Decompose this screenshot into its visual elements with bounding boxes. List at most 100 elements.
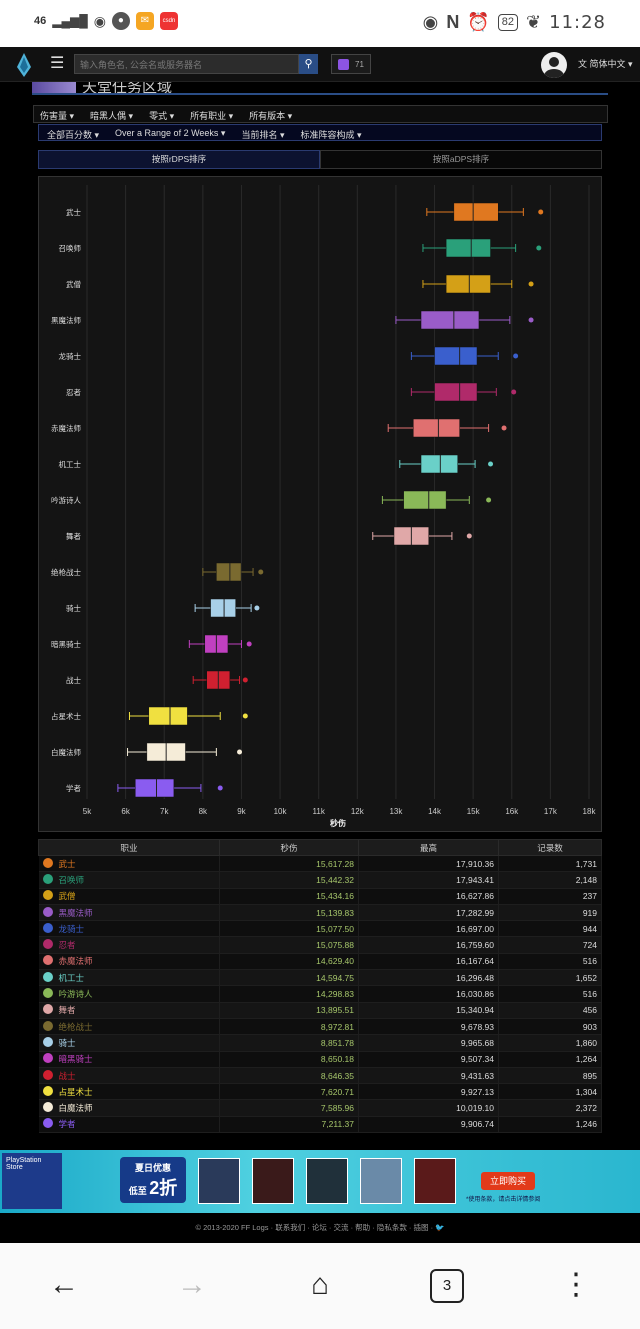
outlier-point <box>511 389 517 395</box>
tabs-button[interactable]: 3 <box>430 1269 464 1303</box>
outlier-point <box>536 245 542 251</box>
box <box>148 706 188 726</box>
table-row[interactable]: 武士 15,617.28 17,910.36 1,731 <box>38 855 602 873</box>
job-name: 白魔法师 <box>58 1103 93 1114</box>
cell-job[interactable]: 武僧 <box>38 888 220 905</box>
table-row[interactable]: 龙骑士 15,077.50 16,697.00 944 <box>38 920 602 938</box>
job-icon <box>42 1004 53 1015</box>
language-selector[interactable]: 文 简体中文 ▾ <box>578 59 633 69</box>
cell-job[interactable]: 吟游诗人 <box>38 985 220 1003</box>
outlier-point <box>513 353 519 359</box>
x-tick-label: 17k <box>544 807 558 816</box>
back-arrow-icon[interactable]: ← <box>49 1268 79 1301</box>
zone-divider <box>32 93 608 95</box>
table-row[interactable]: 白魔法师 7,585.96 10,019.10 2,372 <box>38 1099 602 1117</box>
cell-max: 16,697.00 <box>358 920 499 938</box>
cell-job[interactable]: 龙骑士 <box>38 920 220 938</box>
twitch-button[interactable]: 71 <box>331 54 371 74</box>
cell-job[interactable]: 骑士 <box>38 1034 220 1052</box>
table-row[interactable]: 舞者 13,895.51 15,340.94 456 <box>38 1002 602 1019</box>
tab-adps[interactable]: 按照aDPS排序 <box>320 150 602 169</box>
filter-timeframe[interactable]: Over a Range of 2 Weeks ▾ <box>115 128 226 138</box>
cell-job[interactable]: 暗黑骑士 <box>38 1051 220 1068</box>
cell-job[interactable]: 战士 <box>38 1067 220 1085</box>
cell-job[interactable]: 白魔法师 <box>38 1099 220 1117</box>
cell-count: 2,148 <box>498 871 602 889</box>
cell-rdps: 15,434.16 <box>219 888 359 905</box>
more-menu-icon[interactable]: ⋮ <box>561 1268 591 1301</box>
ad-promo-big: 2折 <box>149 1178 178 1198</box>
tab-rdps[interactable]: 按照rDPS排序 <box>38 150 320 169</box>
job-icon <box>42 1102 53 1113</box>
box <box>210 598 236 618</box>
filter-comp[interactable]: 标准阵容构成 ▾ <box>300 130 362 140</box>
filter-difficulty[interactable]: 零式 ▾ <box>149 111 175 121</box>
cell-job[interactable]: 学者 <box>38 1116 220 1134</box>
table-row[interactable]: 忍者 15,075.88 16,759.60 724 <box>38 936 602 954</box>
table-row[interactable]: 武僧 15,434.16 16,627.86 237 <box>38 888 602 905</box>
col-header-rdps[interactable]: 秒伤 <box>219 839 359 856</box>
alarm-icon: ⏰ <box>467 12 490 32</box>
box <box>445 238 491 258</box>
cell-job[interactable]: 绝枪战士 <box>38 1018 220 1036</box>
cell-max: 16,627.86 <box>358 888 499 905</box>
ad-game-cover <box>360 1158 402 1204</box>
cell-count: 903 <box>498 1018 602 1036</box>
col-header-job[interactable]: 职业 <box>38 839 220 856</box>
table-row[interactable]: 骑士 8,851.78 9,965.68 1,860 <box>38 1034 602 1052</box>
ad-banner[interactable]: PlayStation Store 夏日优惠 低至 2折 立即购买 *使用条款，… <box>0 1150 640 1213</box>
box <box>420 454 458 474</box>
filter-percentile[interactable]: 全部百分数 ▾ <box>47 130 100 140</box>
col-header-count[interactable]: 记录数 <box>498 839 602 856</box>
footer-text[interactable]: © 2013-2020 FF Logs · 联系我们 · 论坛 · 交流 · 帮… <box>195 1223 436 1232</box>
category-label: 黑魔法师 <box>51 315 81 325</box>
table-row[interactable]: 暗黑骑士 8,650.18 9,507.34 1,264 <box>38 1051 602 1068</box>
table-row[interactable]: 占星术士 7,620.71 9,927.13 1,304 <box>38 1083 602 1101</box>
filter-boss[interactable]: 暗黑人偶 ▾ <box>90 111 134 121</box>
top-navbar: ☰ 输入角色名, 公会名或服务器名 ⚲ 71 文 简体中文 ▾ <box>0 47 640 82</box>
search-button[interactable]: ⚲ <box>299 54 318 74</box>
cell-count: 1,731 <box>498 855 602 873</box>
col-header-max[interactable]: 最高 <box>358 839 499 856</box>
cell-job[interactable]: 赤魔法师 <box>38 953 220 971</box>
cell-job[interactable]: 忍者 <box>38 936 220 954</box>
job-name: 舞者 <box>58 1005 76 1016</box>
ad-buy-button[interactable]: 立即购买 <box>481 1172 535 1190</box>
avatar[interactable] <box>541 52 567 78</box>
filter-version[interactable]: 所有版本 ▾ <box>249 111 293 121</box>
table-row[interactable]: 机工士 14,594.75 16,296.48 1,652 <box>38 969 602 987</box>
footer-links: © 2013-2020 FF Logs · 联系我们 · 论坛 · 交流 · 帮… <box>0 1213 640 1243</box>
cell-job[interactable]: 机工士 <box>38 969 220 987</box>
table-row[interactable]: 战士 8,646.35 9,431.63 895 <box>38 1067 602 1085</box>
job-name: 骑士 <box>58 1037 76 1048</box>
table-row[interactable]: 黑魔法师 15,139.83 17,282.99 919 <box>38 904 602 922</box>
cell-job[interactable]: 占星术士 <box>38 1083 220 1101</box>
x-tick-label: 14k <box>428 807 442 816</box>
cell-job[interactable]: 武士 <box>38 855 220 873</box>
job-icon <box>42 857 53 868</box>
table-row[interactable]: 绝枪战士 8,972.81 9,678.93 903 <box>38 1018 602 1036</box>
table-row[interactable]: 吟游诗人 14,298.83 16,030.86 516 <box>38 985 602 1003</box>
table-row[interactable]: 赤魔法师 14,629.40 16,167.64 516 <box>38 953 602 971</box>
cell-rdps: 8,972.81 <box>219 1018 359 1036</box>
cell-count: 895 <box>498 1067 602 1085</box>
cell-job[interactable]: 黑魔法师 <box>38 904 220 922</box>
filter-ranking[interactable]: 当前排名 ▾ <box>241 130 285 140</box>
fflogs-logo-icon[interactable] <box>16 53 32 77</box>
cell-job[interactable]: 召唤师 <box>38 871 220 889</box>
search-input[interactable]: 输入角色名, 公会名或服务器名 <box>74 54 299 74</box>
ad-game-cover <box>414 1158 456 1204</box>
cell-count: 1,304 <box>498 1083 602 1101</box>
twitter-icon[interactable]: 🐦 <box>435 1223 445 1232</box>
x-tick-label: 18k <box>583 807 597 816</box>
cell-max: 16,167.64 <box>358 953 499 971</box>
table-row[interactable]: 学者 7,211.37 9,906.74 1,246 <box>38 1116 602 1134</box>
filter-class[interactable]: 所有职业 ▾ <box>190 111 234 121</box>
cell-job[interactable]: 舞者 <box>38 1002 220 1019</box>
forward-arrow-icon[interactable]: → <box>177 1268 207 1301</box>
filter-metric[interactable]: 伤害量 ▾ <box>40 111 75 121</box>
home-icon[interactable]: ⌂ <box>310 1268 330 1301</box>
table-row[interactable]: 召唤师 15,442.32 17,943.41 2,148 <box>38 871 602 889</box>
outlier-point <box>488 461 494 467</box>
menu-icon[interactable]: ☰ <box>50 55 65 72</box>
